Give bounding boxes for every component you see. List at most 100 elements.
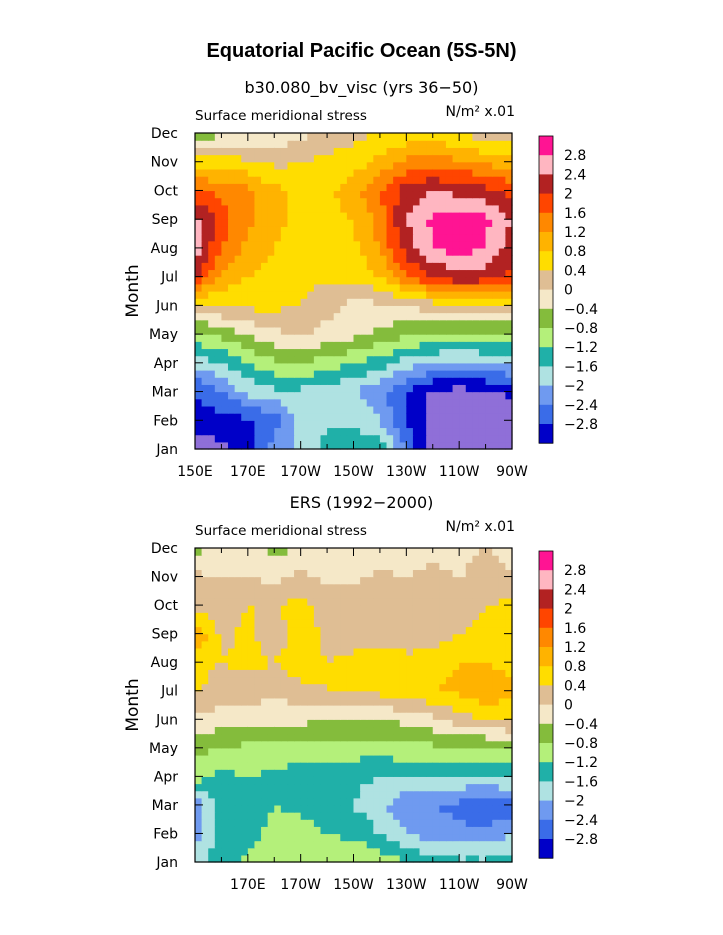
- contour-cell: [280, 647, 289, 656]
- contour-cell: [439, 255, 447, 263]
- contour-cell: [254, 312, 262, 321]
- contour-cell: [478, 733, 487, 742]
- contour-cell: [280, 276, 289, 285]
- contour-cell: [313, 391, 322, 400]
- contour-cell: [234, 548, 242, 556]
- contour-cell: [327, 377, 335, 385]
- contour-cell: [445, 612, 454, 620]
- contour-cell: [294, 197, 302, 206]
- contour-cell: [353, 690, 361, 699]
- contour-cell: [399, 819, 407, 827]
- contour-cell: [439, 269, 447, 278]
- contour-cell: [498, 733, 506, 742]
- contour-cell: [320, 276, 328, 285]
- contour-cell: [333, 854, 341, 863]
- contour-cell: [195, 819, 203, 827]
- contour-cell: [393, 740, 401, 749]
- contour-cell: [327, 212, 335, 220]
- contour-cell: [333, 319, 341, 328]
- contour-cell: [267, 168, 275, 177]
- contour-cell: [452, 590, 460, 599]
- contour-cell: [459, 147, 467, 156]
- colorbar-swatch: [539, 347, 553, 367]
- contour-cell: [340, 840, 348, 849]
- contour-cell: [432, 140, 440, 148]
- contour-cell: [241, 840, 249, 849]
- contour-cell: [208, 662, 216, 670]
- contour-cell: [419, 255, 427, 263]
- contour-cell: [294, 341, 302, 350]
- contour-cell: [419, 140, 427, 148]
- contour-cell: [214, 797, 223, 806]
- contour-cell: [505, 190, 513, 199]
- contour-cell: [333, 705, 341, 713]
- contour-cell: [406, 305, 414, 314]
- contour-cell: [419, 783, 427, 792]
- contour-cell: [201, 790, 209, 799]
- colorbar-label: 1.2: [564, 225, 586, 241]
- contour-cell: [228, 262, 236, 271]
- contour-cell: [412, 398, 421, 407]
- contour-cell: [399, 341, 407, 350]
- contour-cell: [340, 283, 348, 292]
- contour-cell: [399, 769, 407, 777]
- contour-cell: [366, 391, 374, 400]
- contour-cell: [214, 840, 223, 849]
- contour-cell: [439, 319, 447, 328]
- contour-cell: [327, 719, 335, 728]
- contour-cell: [228, 833, 236, 842]
- contour-cell: [379, 740, 388, 749]
- contour-cell: [386, 640, 394, 649]
- contour-cell: [287, 348, 295, 357]
- contour-cell: [426, 754, 434, 763]
- contour-cell: [313, 790, 322, 799]
- contour-cell: [221, 269, 229, 278]
- contour-cell: [333, 413, 341, 421]
- contour-cell: [280, 719, 289, 728]
- contour-cell: [214, 283, 223, 292]
- contour-cell: [465, 348, 473, 357]
- contour-cell: [379, 783, 388, 792]
- contour-cell: [300, 605, 308, 613]
- contour-cell: [320, 705, 328, 713]
- contour-cell: [419, 168, 427, 177]
- contour-cell: [214, 420, 223, 429]
- contour-cell: [195, 420, 203, 429]
- contour-cell: [498, 255, 506, 263]
- contour-cell: [419, 797, 427, 806]
- contour-cell: [333, 697, 341, 706]
- contour-cell: [485, 790, 493, 799]
- contour-cell: [195, 405, 203, 414]
- contour-cell: [294, 797, 302, 806]
- contour-cell: [465, 291, 473, 299]
- contour-cell: [465, 605, 473, 613]
- contour-cell: [320, 319, 328, 328]
- contour-cell: [366, 240, 374, 249]
- contour-cell: [485, 819, 493, 827]
- x-tick-label: 110W: [439, 464, 480, 480]
- contour-cell: [492, 840, 500, 849]
- contour-cell: [498, 619, 506, 628]
- contour-cell: [254, 712, 262, 720]
- contour-cell: [439, 647, 447, 656]
- contour-cell: [393, 797, 401, 806]
- contour-cell: [452, 161, 460, 170]
- contour-cell: [340, 269, 348, 278]
- contour-cell: [379, 233, 388, 242]
- contour-cell: [373, 197, 381, 206]
- contour-cell: [386, 776, 394, 785]
- contour-cell: [247, 612, 256, 620]
- contour-cell: [393, 697, 401, 706]
- contour-cell: [379, 548, 388, 556]
- contour-cell: [267, 847, 275, 856]
- contour-cell: [366, 819, 374, 827]
- contour-cell: [452, 305, 460, 314]
- contour-cell: [399, 362, 407, 371]
- contour-cell: [307, 355, 315, 364]
- contour-cell: [254, 298, 262, 306]
- contour-cell: [327, 726, 335, 735]
- contour-cell: [492, 597, 500, 606]
- contour-cell: [459, 133, 467, 141]
- contour-cell: [439, 833, 447, 842]
- contour-cell: [247, 427, 256, 436]
